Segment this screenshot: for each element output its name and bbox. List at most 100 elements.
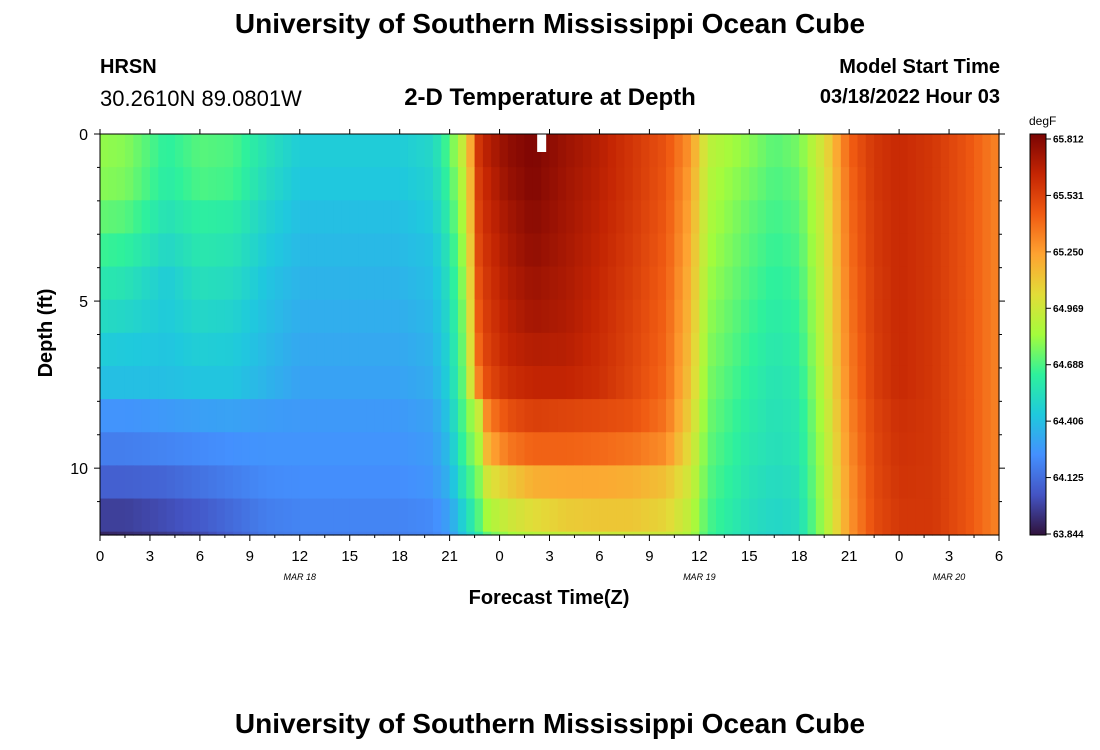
heatmap-cell (649, 531, 659, 536)
heatmap-cell (674, 432, 684, 466)
heatmap-cell (191, 200, 201, 235)
heatmap-cell (907, 266, 917, 301)
heatmap-cell (224, 299, 234, 334)
heatmap-cell (707, 134, 717, 168)
heatmap-cell (224, 134, 234, 168)
heatmap-cell (258, 266, 268, 301)
heatmap-cell (491, 465, 501, 500)
heatmap-cell (100, 399, 109, 433)
heatmap-cell (158, 365, 168, 400)
heatmap-cell (849, 465, 859, 500)
x-tick-label: 0 (96, 548, 104, 565)
heatmap-cell (524, 200, 534, 235)
heatmap-cell (141, 266, 151, 301)
heatmap-cell (632, 399, 642, 433)
heatmap-cell (732, 332, 742, 367)
heatmap-cell (341, 465, 351, 500)
heatmap-cell (641, 266, 650, 301)
heatmap-cell (216, 134, 226, 168)
heatmap-cell (782, 531, 792, 536)
heatmap-cell (549, 299, 559, 334)
heatmap-cell (591, 266, 601, 301)
colorbar-tick-label: 65.250 (1053, 247, 1084, 258)
heatmap-cell (749, 299, 759, 334)
heatmap-cell (707, 167, 717, 201)
heatmap-cell (840, 266, 850, 301)
x-tick-label: 6 (595, 548, 603, 565)
x-tick-label: 21 (441, 548, 458, 565)
heatmap-cell (199, 365, 209, 400)
heatmap-cell (715, 200, 725, 235)
heatmap-cell (616, 233, 626, 268)
heatmap-cell (399, 365, 409, 400)
heatmap-cell (832, 299, 842, 334)
heatmap-cell (499, 432, 509, 466)
heatmap-cell (291, 432, 301, 466)
heatmap-cell (990, 432, 1000, 466)
heatmap-cell (657, 299, 667, 334)
heatmap-cell (990, 399, 1000, 433)
heatmap-cell (374, 332, 384, 367)
heatmap-cell (607, 134, 617, 168)
heatmap-cell (374, 365, 384, 400)
heatmap-cell (532, 531, 542, 536)
heatmap-cell (707, 498, 717, 533)
heatmap-cell (749, 200, 759, 235)
heatmap-cell (474, 432, 484, 466)
heatmap-cell (191, 465, 201, 500)
heatmap-cell (491, 531, 501, 536)
heatmap-cell (516, 266, 526, 301)
heatmap-cell (516, 233, 526, 268)
heatmap-cell (740, 299, 750, 334)
heatmap-cell (557, 167, 567, 201)
heatmap-cell (466, 465, 476, 500)
heatmap-cell (358, 498, 367, 533)
heatmap-cell (449, 332, 459, 367)
heatmap-cell (274, 134, 284, 168)
heatmap-cell (932, 134, 942, 168)
heatmap-cell (815, 498, 825, 533)
heatmap-cell (108, 531, 118, 536)
heatmap-cell (607, 432, 617, 466)
heatmap-cell (532, 332, 542, 367)
heatmap-cell (599, 299, 609, 334)
heatmap-cell (283, 233, 293, 268)
heatmap-cell (815, 465, 825, 500)
heatmap-cell (566, 134, 576, 168)
heatmap-cell (124, 200, 134, 235)
heatmap-cell (566, 200, 576, 235)
heatmap-cell (299, 134, 309, 168)
heatmap-cell (682, 167, 692, 201)
heatmap-cell (174, 200, 184, 235)
heatmap-cell (682, 432, 692, 466)
heatmap-cell (691, 167, 700, 201)
heatmap-cell (666, 432, 675, 466)
heatmap-cell (591, 134, 601, 168)
heatmap-cell (266, 332, 276, 367)
heatmap-cell (749, 365, 759, 400)
heatmap-cell (724, 167, 734, 201)
heatmap-cell (516, 134, 526, 168)
heatmap-cell (749, 266, 759, 301)
heatmap-cell (857, 365, 867, 400)
heatmap-cell (141, 531, 151, 536)
heatmap-cell (108, 498, 118, 533)
heatmap-cell (799, 332, 809, 367)
heatmap-cell (407, 498, 417, 533)
model-start-label: Model Start Time (839, 56, 1000, 78)
heatmap-cell (824, 365, 834, 400)
heatmap-cell (224, 465, 234, 500)
heatmap-cell (299, 299, 309, 334)
heatmap-cell (774, 465, 784, 500)
heatmap-cell (840, 167, 850, 201)
heatmap-cell (832, 200, 842, 235)
heatmap-cell (982, 200, 992, 235)
heatmap-cell (432, 167, 442, 201)
heatmap-cell (549, 134, 559, 168)
heatmap-cell (482, 465, 492, 500)
heatmap-cell (491, 233, 501, 268)
heatmap-cell (774, 134, 784, 168)
heatmap-cell (499, 498, 509, 533)
heatmap-cell (449, 465, 459, 500)
heatmap-cell (990, 299, 1000, 334)
